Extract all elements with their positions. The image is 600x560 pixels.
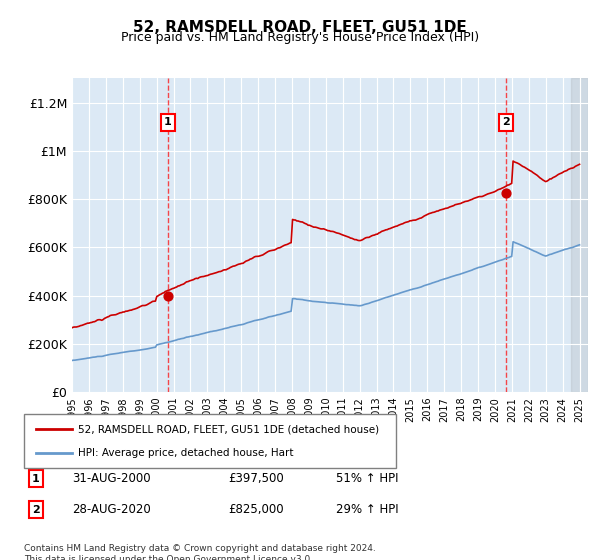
Text: 2: 2 [32, 505, 40, 515]
Text: 2: 2 [502, 117, 510, 127]
Point [163, 292, 173, 301]
Text: 28-AUG-2020: 28-AUG-2020 [72, 503, 151, 516]
Text: 1: 1 [32, 474, 40, 484]
Point [502, 189, 511, 198]
Text: £397,500: £397,500 [228, 472, 284, 486]
Text: 29% ↑ HPI: 29% ↑ HPI [336, 503, 398, 516]
Text: 1: 1 [164, 117, 172, 127]
Text: Price paid vs. HM Land Registry's House Price Index (HPI): Price paid vs. HM Land Registry's House … [121, 31, 479, 44]
Text: 52, RAMSDELL ROAD, FLEET, GU51 1DE: 52, RAMSDELL ROAD, FLEET, GU51 1DE [133, 20, 467, 35]
Text: HPI: Average price, detached house, Hart: HPI: Average price, detached house, Hart [78, 447, 293, 458]
Text: 31-AUG-2000: 31-AUG-2000 [72, 472, 151, 486]
Text: Contains HM Land Registry data © Crown copyright and database right 2024.
This d: Contains HM Land Registry data © Crown c… [24, 544, 376, 560]
Bar [571, 78, 588, 392]
Text: £825,000: £825,000 [228, 503, 284, 516]
Text: 52, RAMSDELL ROAD, FLEET, GU51 1DE (detached house): 52, RAMSDELL ROAD, FLEET, GU51 1DE (deta… [78, 424, 379, 435]
Text: 51% ↑ HPI: 51% ↑ HPI [336, 472, 398, 486]
